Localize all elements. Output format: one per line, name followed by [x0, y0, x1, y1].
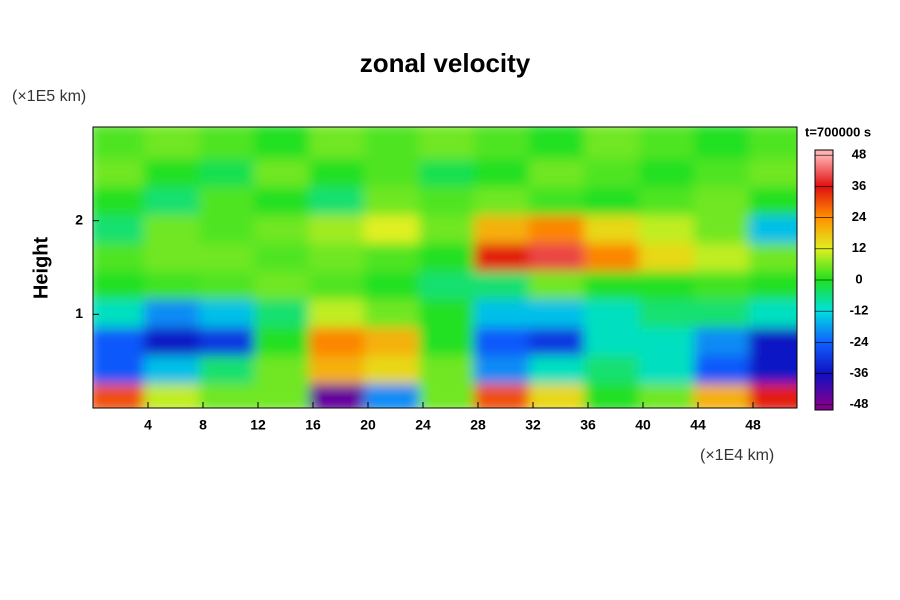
colorbar-tick-label: -36 [850, 365, 869, 380]
x-tick-label: 4 [144, 417, 152, 433]
x-tick-label: 20 [360, 417, 376, 433]
heatmap-cell [694, 127, 757, 160]
x-tick-label: 44 [690, 417, 706, 433]
y-tick-label: 1 [75, 305, 83, 321]
x-tick-label: 36 [580, 417, 596, 433]
heatmap-cells [93, 127, 797, 408]
heatmap-cell [254, 127, 317, 160]
x-tick-label: 24 [415, 417, 431, 433]
y-axis-label: Height [30, 237, 52, 300]
heatmap-cell [309, 127, 372, 160]
axes: 4 8 12 16 20 24 28 32 36 40 44 4812483624120-12-24-… [75, 147, 869, 433]
x-tick-label: 40 [635, 417, 651, 433]
colorbar-tick-label: 48 [852, 147, 866, 162]
y-unit: (×1E5 km) [12, 88, 86, 105]
x-tick-label: 32 [525, 417, 541, 433]
x-tick-label: 16 [305, 417, 321, 433]
x-tick-label: 48 [745, 417, 761, 433]
colorbar-tick-label: -24 [850, 334, 870, 349]
colorbar-title: t=700000 s [805, 124, 871, 139]
colorbar-tick-label: 24 [852, 209, 867, 224]
colorbar-tick-label: 36 [852, 178, 866, 193]
heatmap-cell [749, 127, 797, 160]
heatmap-cell [474, 127, 537, 160]
x-tick-label: 12 [250, 417, 266, 433]
colorbar-tick-label: -48 [850, 396, 869, 411]
plot-frame [92, 126, 798, 409]
heatmap-cell [419, 127, 482, 160]
heatmap-cell [144, 127, 207, 160]
heatmap-cell [199, 127, 262, 160]
x-tick-label: 28 [470, 417, 486, 433]
heatmap-cell [93, 127, 152, 160]
heatmap [93, 127, 797, 408]
colorbar-tick-label: 12 [852, 240, 866, 255]
chart-title: zonal velocity [360, 48, 531, 78]
colorbar-tick-label: -12 [850, 303, 869, 318]
colorbar-tick-label: 0 [855, 271, 862, 286]
heatmap-cell [639, 127, 702, 160]
heatmap-cell [364, 127, 427, 160]
y-tick-label: 2 [75, 211, 83, 227]
heatmap-cell [584, 127, 647, 160]
x-tick-label: 8 [199, 417, 207, 433]
x-unit: (×1E4 km) [700, 447, 774, 464]
heatmap-cell [529, 127, 592, 160]
